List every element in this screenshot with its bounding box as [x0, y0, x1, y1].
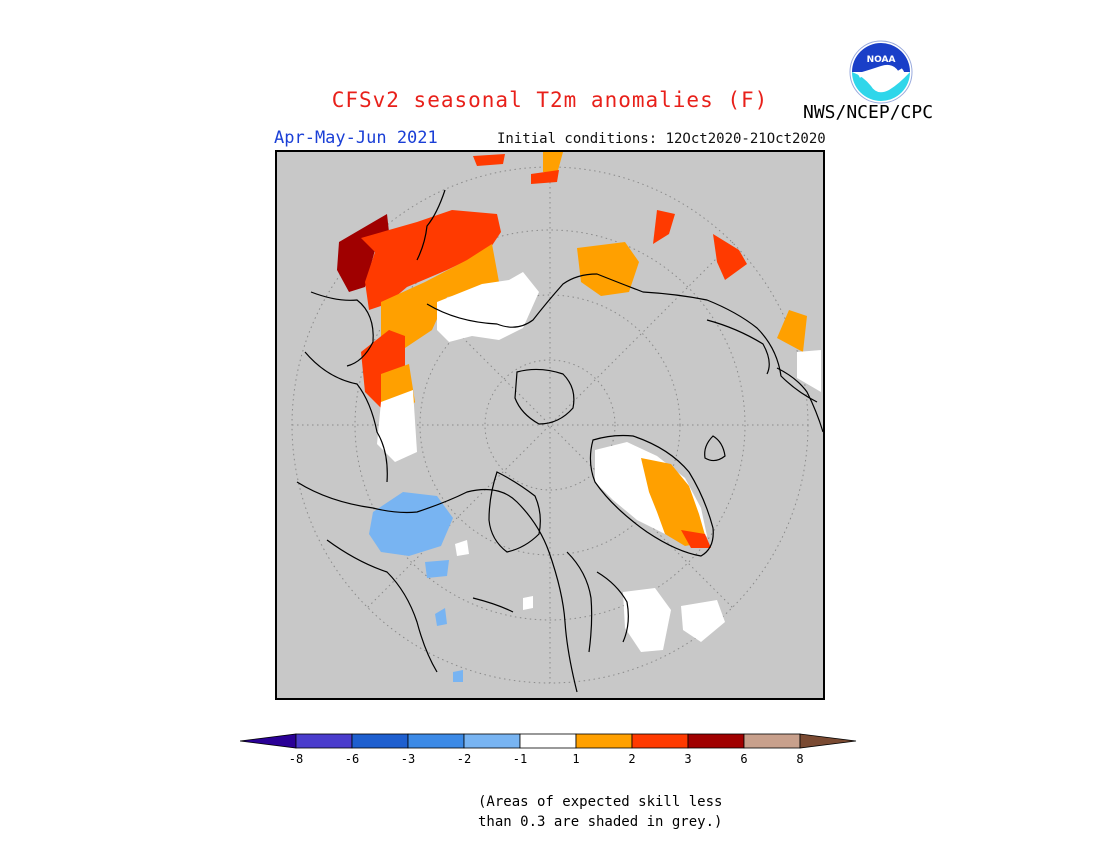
skill-note: (Areas of expected skill less than 0.3 a…	[478, 792, 722, 832]
colorbar-tick-label: -8	[288, 752, 304, 766]
skill-note-line1: (Areas of expected skill less	[478, 794, 723, 810]
polar-map-canvas	[291, 152, 823, 693]
anomaly-region-white-canada1	[623, 588, 671, 652]
anomaly-region-darkred	[337, 214, 389, 292]
anomaly-region-red-ne2	[713, 234, 747, 280]
map-title-text: CFSv2 seasonal T2m anomalies (F)	[331, 88, 769, 112]
polar-map	[275, 150, 825, 700]
anomaly-region-lightblue-alaska	[369, 492, 453, 556]
colorbar-bin-8	[687, 733, 745, 749]
colorbar-tick-label: -1	[512, 752, 528, 766]
colorbar-tick-label: -2	[456, 752, 472, 766]
anomaly-region-lightblue-pac2	[435, 608, 447, 626]
colorbar-bin-10	[799, 733, 857, 749]
colorbar-tick-label: 3	[684, 752, 692, 766]
agency-label: NWS/NCEP/CPC	[803, 102, 934, 123]
anomaly-region-white-east	[797, 350, 821, 392]
colorbar-bin-2	[351, 733, 409, 749]
anomaly-region-red-ne1	[653, 210, 675, 244]
colorbar-tick-label: 1	[572, 752, 580, 766]
initial-conditions-label: Initial conditions: 12Oct2020-21Oct2020	[497, 131, 826, 147]
anomaly-region-orange-ural	[577, 242, 639, 296]
noaa-logo-icon: NOAA	[849, 40, 913, 104]
season-label: Apr-May-Jun 2021	[274, 128, 438, 148]
colorbar-bin-4	[463, 733, 521, 749]
anomaly-region-red-north	[361, 210, 501, 310]
colorbar-bin-0	[240, 733, 297, 749]
anomaly-region-lightblue-pac1	[425, 560, 449, 578]
colorbar-bin-3	[407, 733, 465, 749]
anomaly-region-white-north	[437, 272, 539, 342]
anomaly-region-white-pac2	[523, 596, 533, 610]
colorbar-tick-label: 6	[740, 752, 748, 766]
anomaly-region-white-pac	[455, 540, 469, 556]
anomaly-region-lightblue-pac3	[453, 670, 463, 682]
colorbar-bin-9	[743, 733, 801, 749]
anomaly-region-white-canada2	[681, 600, 725, 642]
anomaly-shading	[337, 152, 821, 682]
map-title: CFSv2 seasonal T2m anomalies (F)	[0, 88, 1100, 112]
colorbar-canvas	[240, 733, 857, 749]
colorbar-bin-7	[631, 733, 689, 749]
colorbar-tick-label: -6	[344, 752, 360, 766]
colorbar-bin-5	[519, 733, 577, 749]
colorbar	[240, 732, 862, 782]
anomaly-region-orange-north	[381, 244, 499, 348]
anomaly-region-red-greenland	[681, 530, 711, 548]
anomaly-region-orange-top	[543, 152, 563, 174]
anomaly-region-red-top	[473, 154, 505, 166]
anomaly-region-white-west	[377, 390, 417, 462]
colorbar-bin-1	[295, 733, 353, 749]
noaa-logo: NOAA	[849, 40, 913, 104]
colorbar-tick-label: 8	[796, 752, 804, 766]
skill-note-line2: than 0.3 are shaded in grey.)	[478, 814, 723, 830]
anomaly-region-orange-greenland	[641, 458, 707, 546]
colorbar-tick-label: 2	[628, 752, 636, 766]
colorbar-bin-6	[575, 733, 633, 749]
logo-text: NOAA	[867, 55, 896, 65]
coastlines	[296, 189, 823, 693]
colorbar-tick-label: -3	[400, 752, 416, 766]
anomaly-region-red-top2	[531, 170, 559, 184]
anomaly-region-orange-east	[777, 310, 807, 352]
